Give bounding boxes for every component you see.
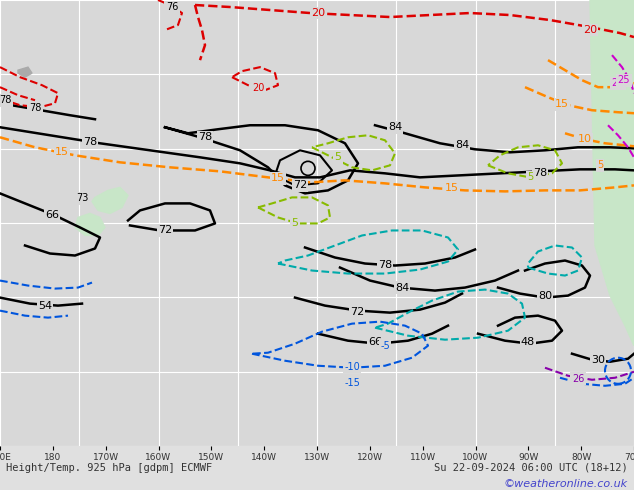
Text: 30: 30 (591, 355, 605, 365)
Text: 72: 72 (350, 307, 364, 317)
Text: 26: 26 (572, 374, 584, 384)
Text: 5: 5 (335, 152, 342, 162)
Text: Height/Temp. 925 hPa [gdpm] ECMWF: Height/Temp. 925 hPa [gdpm] ECMWF (6, 463, 212, 473)
Text: 73: 73 (76, 194, 88, 203)
Text: 20: 20 (311, 8, 325, 18)
Text: 54: 54 (38, 301, 52, 311)
Text: -10: -10 (344, 362, 360, 372)
Text: 78: 78 (198, 132, 212, 142)
Text: 15: 15 (555, 99, 569, 109)
Text: 5: 5 (597, 160, 603, 171)
Text: 10: 10 (578, 134, 592, 144)
Polygon shape (590, 0, 634, 346)
Text: 78: 78 (533, 169, 547, 178)
Text: 78: 78 (378, 260, 392, 270)
Text: 72: 72 (158, 225, 172, 236)
Text: 15: 15 (55, 147, 69, 157)
Text: 20: 20 (583, 25, 597, 35)
Text: 25: 25 (618, 75, 630, 85)
Text: 84: 84 (455, 140, 469, 150)
Text: 76: 76 (166, 2, 178, 12)
Text: -15: -15 (344, 378, 360, 388)
Text: 66: 66 (368, 337, 382, 347)
Text: 15: 15 (271, 173, 285, 183)
Text: 78: 78 (29, 103, 41, 113)
Text: 84: 84 (395, 283, 409, 293)
Text: 20: 20 (252, 83, 264, 93)
Text: 84: 84 (388, 122, 402, 132)
Polygon shape (75, 214, 105, 236)
Text: Su 22-09-2024 06:00 UTC (18+12): Su 22-09-2024 06:00 UTC (18+12) (434, 463, 628, 473)
Text: 78: 78 (83, 137, 97, 147)
Polygon shape (92, 187, 128, 214)
Text: 72: 72 (293, 180, 307, 191)
Text: ©weatheronline.co.uk: ©weatheronline.co.uk (503, 479, 628, 489)
Text: 5: 5 (292, 219, 299, 228)
Text: -5: -5 (380, 341, 390, 351)
Text: 5: 5 (527, 172, 533, 182)
Text: 15: 15 (445, 183, 459, 194)
Polygon shape (18, 67, 32, 77)
Text: 48: 48 (521, 337, 535, 347)
Text: 78: 78 (0, 95, 11, 105)
Text: 80: 80 (538, 291, 552, 300)
Text: 66: 66 (45, 210, 59, 221)
Text: 25: 25 (612, 78, 624, 88)
